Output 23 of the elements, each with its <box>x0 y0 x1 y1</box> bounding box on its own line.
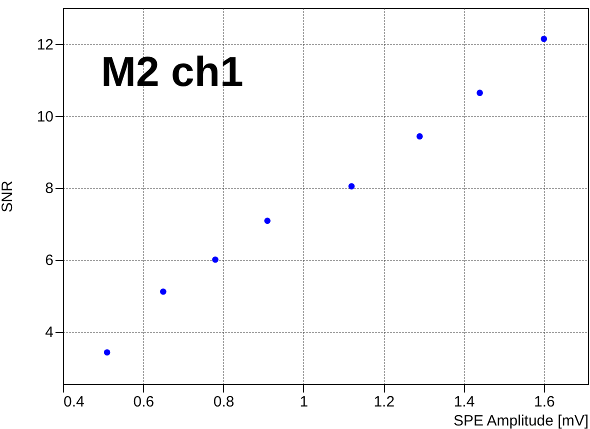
point <box>348 183 355 190</box>
x-tick-label: 0.4 <box>64 394 84 410</box>
x-tick-label: 1 <box>300 394 308 410</box>
y-axis-title: SNR <box>0 180 16 212</box>
x-tick-label: 1.6 <box>534 394 555 410</box>
y-tick-label: 12 <box>36 36 54 54</box>
x-tick-label: 0.8 <box>213 394 234 410</box>
point <box>212 256 218 263</box>
point <box>476 90 483 96</box>
y-tick-label: 8 <box>45 180 54 198</box>
x-tick-label: 0.6 <box>133 394 154 410</box>
y-tick-label: 6 <box>45 252 54 270</box>
point <box>160 288 166 295</box>
point <box>540 36 548 42</box>
y-tick-label: 4 <box>45 324 54 342</box>
point <box>264 218 271 224</box>
x-axis-title: SPE Amplitude [mV] <box>453 412 588 429</box>
y-tick-label: 10 <box>36 108 54 126</box>
x-tick-label: 1.4 <box>454 394 475 410</box>
x-tick-label: 1.2 <box>374 394 395 410</box>
point <box>416 133 423 140</box>
point <box>104 349 110 356</box>
annotation: M2 ch1 <box>101 48 244 95</box>
